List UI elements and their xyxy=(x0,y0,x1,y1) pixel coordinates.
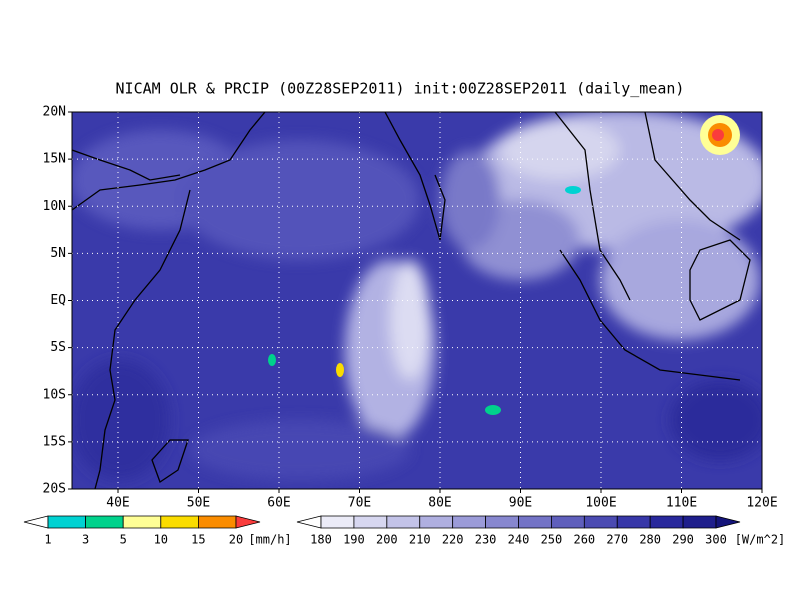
colorbar-label: 3 xyxy=(82,533,89,547)
lat-labels: 20N 15N 10N 5N EQ 5S 10S 15S 20S xyxy=(43,105,72,497)
colorbar-swatch xyxy=(23,515,49,529)
lon-label: 90E xyxy=(509,496,532,511)
colorbar-label: 300 xyxy=(705,533,727,547)
colorbar-swatch xyxy=(551,515,585,529)
colorbar-unit: [mm/h] xyxy=(248,533,291,547)
colorbar-label: 1 xyxy=(44,533,51,547)
lon-labels: 40E 50E 60E 70E 80E 90E 100E 110E 120E xyxy=(106,489,778,511)
colorbar-swatch xyxy=(296,515,322,529)
colorbar-label: 10 xyxy=(154,533,168,547)
colorbar-swatch xyxy=(197,515,237,529)
colorbar-swatch xyxy=(715,515,741,529)
colorbar-label: 290 xyxy=(672,533,694,547)
colorbar-label: 250 xyxy=(541,533,563,547)
colorbar-swatch xyxy=(320,515,355,529)
lon-label: 80E xyxy=(428,496,451,511)
colorbar-label: 270 xyxy=(606,533,628,547)
colorbar-swatch xyxy=(518,515,552,529)
lon-label: 120E xyxy=(746,496,777,511)
colorbar-swatch xyxy=(682,515,717,529)
colorbar-label: 180 xyxy=(310,533,332,547)
colorbar-label: 15 xyxy=(191,533,205,547)
lon-label: 70E xyxy=(348,496,371,511)
lon-label: 50E xyxy=(187,496,210,511)
colorbar-label: 240 xyxy=(508,533,530,547)
colorbar-label: 20 xyxy=(229,533,243,547)
colorbar-swatch xyxy=(386,515,421,529)
colorbar-label: 230 xyxy=(475,533,497,547)
colorbar-label: 5 xyxy=(120,533,127,547)
lat-label: 15S xyxy=(43,434,66,449)
precip-colorbar: 1 3 5 10 15 20 [mm/h] xyxy=(23,515,292,547)
lon-label: 60E xyxy=(267,496,290,511)
colorbar-swatch xyxy=(583,515,618,529)
lat-label: 5N xyxy=(50,246,66,261)
lat-label: 15N xyxy=(43,152,66,167)
colorbar-swatch xyxy=(47,515,86,529)
colorbar-unit: [W/m^2] xyxy=(735,533,786,547)
colorbar-swatch xyxy=(160,515,199,529)
lat-label: 10N xyxy=(43,199,66,214)
lat-label: 5S xyxy=(50,340,66,355)
lat-label: 10S xyxy=(43,387,66,402)
colorbar-swatch xyxy=(419,515,454,529)
colorbar-swatch xyxy=(616,515,651,529)
colorbar-swatch xyxy=(353,515,388,529)
map-title: NICAM OLR & PRCIP (00Z28SEP2011) init:00… xyxy=(116,80,685,98)
lat-label: EQ xyxy=(50,293,66,308)
colorbar-label: 190 xyxy=(343,533,365,547)
colorbar-swatch xyxy=(122,515,162,529)
graticule xyxy=(72,112,762,489)
colorbar-label: 220 xyxy=(442,533,464,547)
colorbar-swatch xyxy=(85,515,124,529)
lon-label: 100E xyxy=(585,496,616,511)
colorbar-swatch xyxy=(485,515,519,529)
colorbar-label: 210 xyxy=(409,533,431,547)
lat-label: 20S xyxy=(43,482,66,497)
map-field xyxy=(72,112,762,489)
olr-colorbar: 180 190 200 210 220 230 240 250 260 270 280 290 300 [… xyxy=(296,515,786,547)
lat-label: 20N xyxy=(43,105,66,120)
colorbar-label: 260 xyxy=(573,533,595,547)
lon-label: 110E xyxy=(666,496,697,511)
colorbar-swatch xyxy=(649,515,684,529)
lon-label: 40E xyxy=(106,496,129,511)
colorbar-label: 200 xyxy=(376,533,398,547)
colorbar-swatch xyxy=(452,515,486,529)
colorbar-swatch xyxy=(235,515,261,529)
colorbar-label: 280 xyxy=(639,533,661,547)
